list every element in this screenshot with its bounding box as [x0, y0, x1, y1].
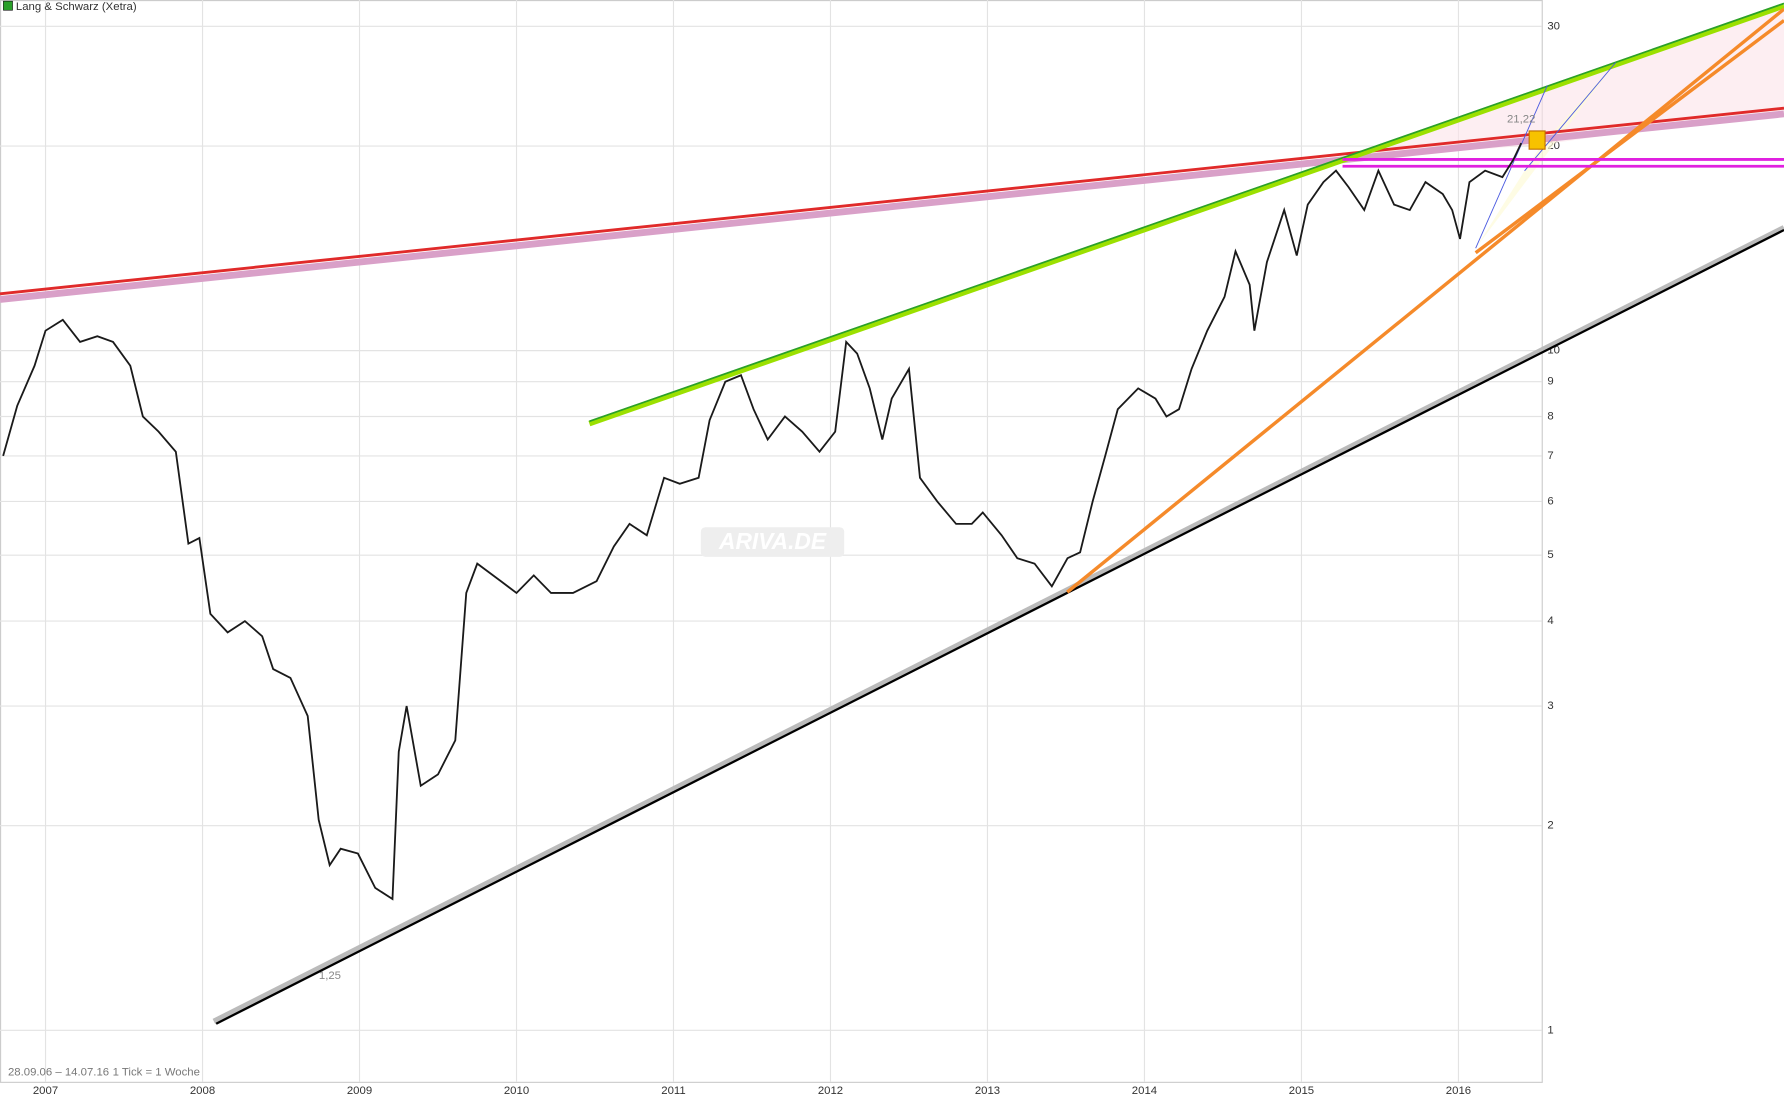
x-tick-label: 2014	[1132, 1085, 1157, 1097]
period: 28.09.06 – 14.07.16	[8, 1067, 109, 1079]
tick-info: 1 Tick = 1 Woche	[113, 1067, 200, 1079]
marker	[1528, 130, 1546, 150]
y-tick-label: 7	[1547, 450, 1553, 462]
watermark-box	[700, 527, 845, 557]
x-tick-label: 2011	[661, 1085, 685, 1097]
y-tick-label: 8	[1547, 410, 1553, 422]
x-tick-label: 2010	[504, 1085, 529, 1097]
plot-frame	[0, 0, 1543, 1083]
trend-band	[588, 3, 1784, 427]
trend-line	[589, 2, 1784, 423]
legend-label: Lang & Schwarz (Xetra)	[16, 1, 137, 13]
trend-band	[212, 225, 1784, 1024]
plot	[2, 142, 1523, 901]
y-tick-label: 1	[1547, 1024, 1553, 1036]
x-tick-label: 2016	[1446, 1085, 1471, 1097]
annotation: 21,22	[1507, 114, 1535, 126]
annotation: 1,25	[319, 970, 341, 982]
trend-line	[1474, 19, 1784, 255]
x-tick-label: 2012	[818, 1085, 843, 1097]
trend-line	[0, 106, 1784, 296]
legend-swatch	[3, 0, 13, 11]
x-tick-label: 2009	[347, 1085, 372, 1097]
x-tick-label: 2013	[975, 1085, 1000, 1097]
channel-line	[1524, 62, 1616, 172]
y-tick-label: 5	[1547, 549, 1553, 561]
trend-band	[0, 110, 1784, 303]
watermark: ARIVA.DE	[718, 528, 827, 554]
x-tick-label: 2008	[190, 1085, 215, 1097]
x-tick-label: 2015	[1289, 1085, 1314, 1097]
trend-line	[1066, 7, 1784, 594]
price-line	[2, 142, 1523, 901]
x-tick-label: 2007	[33, 1085, 58, 1097]
y-tick-label: 6	[1547, 495, 1553, 507]
y-tick-label: 9	[1547, 376, 1553, 388]
y-tick-label: 2	[1547, 820, 1553, 832]
y-tick-label: 30	[1547, 20, 1560, 32]
y-tick-label: 3	[1547, 700, 1553, 712]
y-tick-label: 4	[1547, 615, 1553, 627]
trend-line	[215, 229, 1784, 1025]
